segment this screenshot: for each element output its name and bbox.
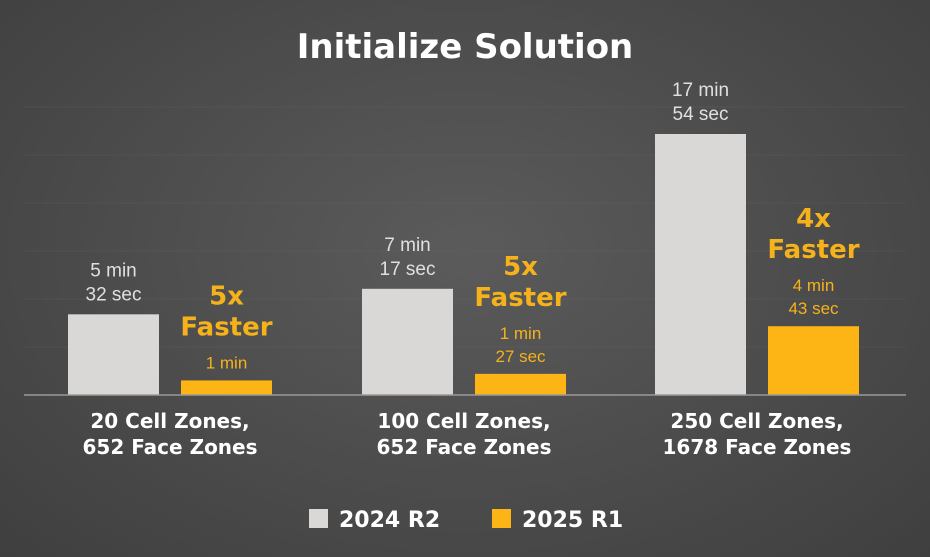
bar-2024-r2 <box>362 288 453 395</box>
legend-label: 2024 R2 <box>339 508 440 533</box>
speedup-label: Faster <box>474 283 566 313</box>
data-label-2024-r2: 17 min <box>672 80 729 101</box>
data-label-2024-r2: 7 min <box>384 235 430 256</box>
category-label: 250 Cell Zones, <box>670 409 843 433</box>
data-label-2025-r1: 27 sec <box>495 347 546 366</box>
legend-label: 2025 R1 <box>522 508 623 533</box>
bar-2024-r2 <box>68 314 159 395</box>
speedup-label: Faster <box>767 235 859 265</box>
category-label: 20 Cell Zones, <box>90 409 249 433</box>
data-label-2025-r1: 43 sec <box>788 299 839 318</box>
data-label-2024-r2: 32 sec <box>86 284 142 305</box>
speedup-label: 4x <box>796 204 831 234</box>
legend-swatch <box>309 509 328 528</box>
legend: 2024 R2 2025 R1 <box>309 508 623 533</box>
chart-title: Initialize Solution <box>297 27 634 67</box>
category-label: 100 Cell Zones, <box>377 409 550 433</box>
speedup-label: Faster <box>180 312 272 342</box>
bar-2025-r1 <box>768 326 859 395</box>
bar-2024-r2 <box>655 134 746 395</box>
data-label-2024-r2: 17 sec <box>380 259 436 280</box>
category-label: 652 Face Zones <box>82 435 257 459</box>
bars <box>68 134 859 395</box>
data-label-2024-r2: 54 sec <box>673 104 729 125</box>
data-label-2024-r2: 5 min <box>90 260 136 281</box>
speedup-label: 5x <box>209 281 244 311</box>
data-label-2025-r1: 4 min <box>793 276 835 295</box>
legend-swatch <box>492 509 511 528</box>
category-label: 1678 Face Zones <box>663 435 852 459</box>
category-label: 652 Face Zones <box>376 435 551 459</box>
data-label-2025-r1: 1 min <box>500 324 542 343</box>
bar-2025-r1 <box>181 380 272 395</box>
data-label-2025-r1: 1 min <box>206 353 248 372</box>
bar-2025-r1 <box>475 373 566 395</box>
speedup-label: 5x <box>503 252 538 282</box>
gridlines <box>24 106 906 348</box>
